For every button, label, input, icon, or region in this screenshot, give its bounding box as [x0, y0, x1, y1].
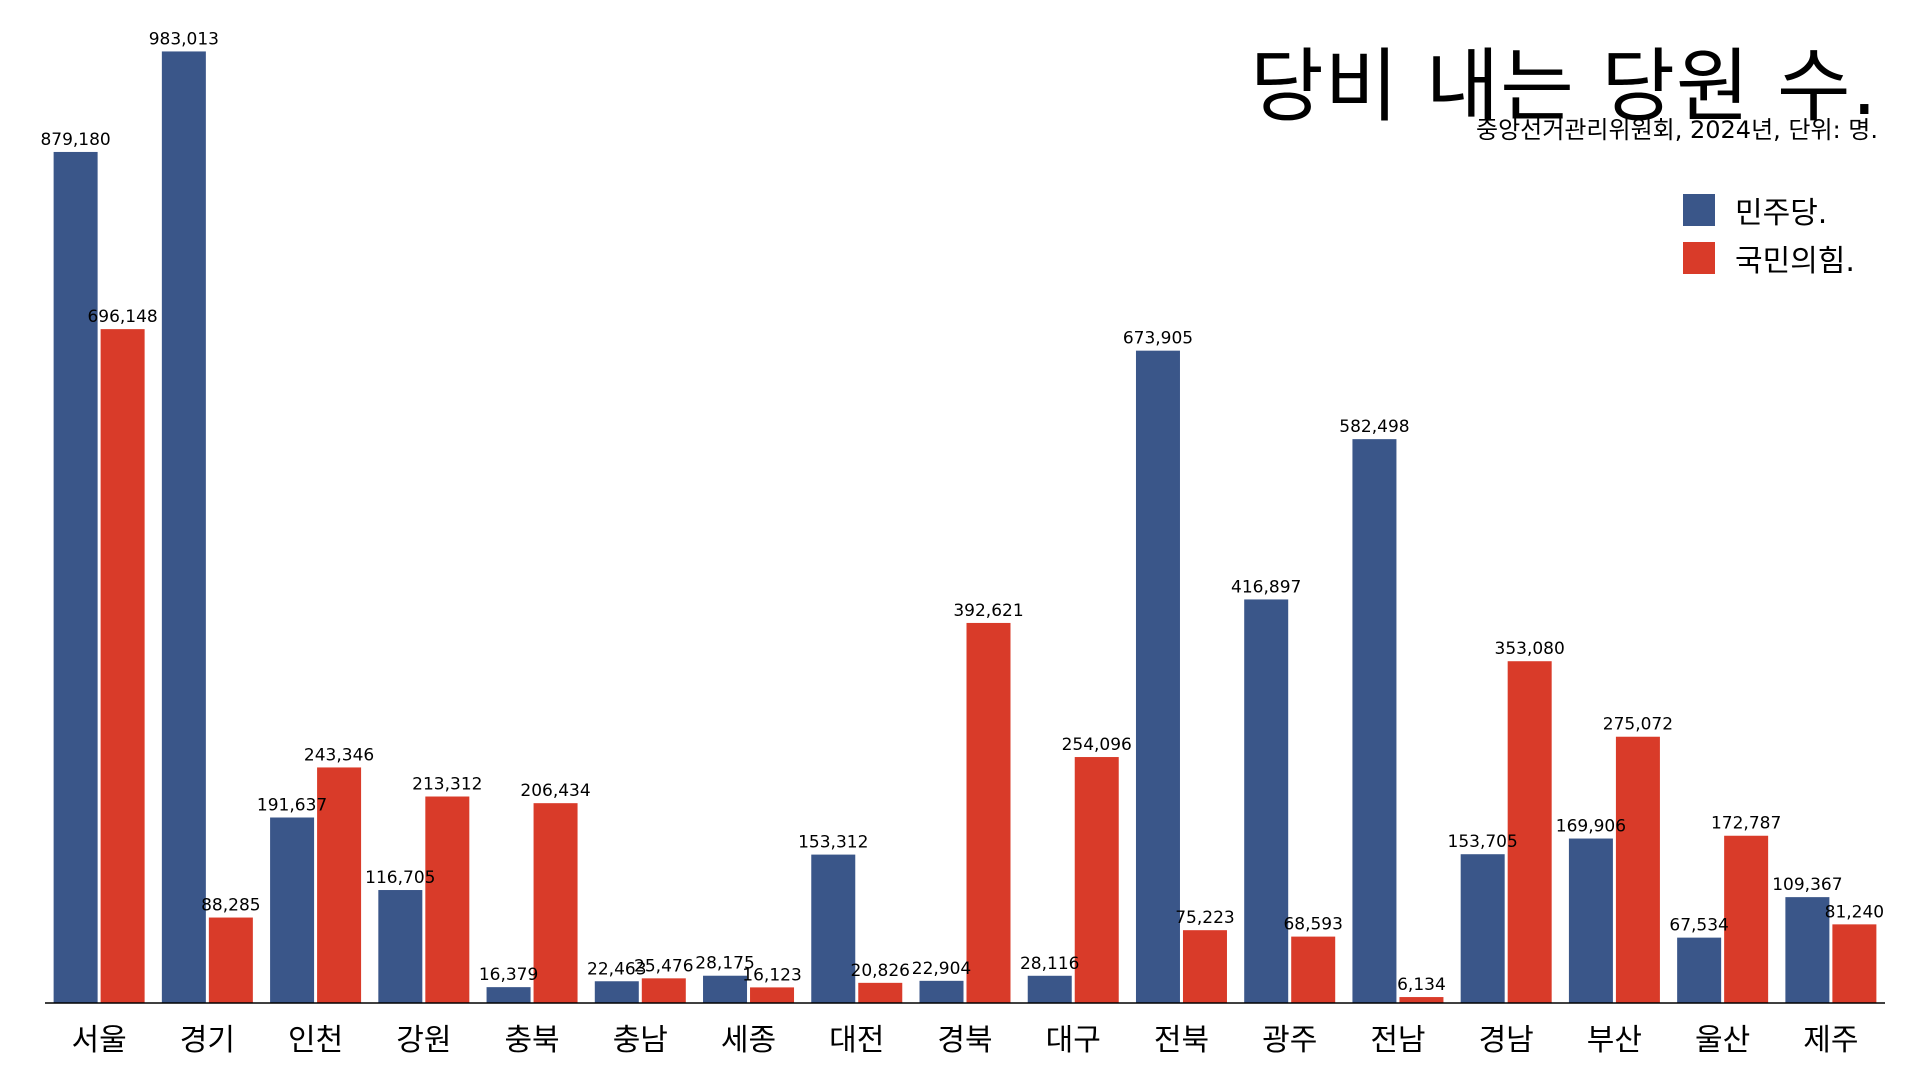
bar-minju-15	[1568, 838, 1613, 1003]
bar-ppp-15	[1615, 736, 1660, 1003]
bar-minju-16	[1677, 937, 1722, 1003]
legend-swatch-ppp	[1683, 242, 1715, 274]
bar-ppp-16	[1724, 835, 1769, 1003]
chart-subtitle: 중앙선거관리위원회, 2024년, 단위: 명.	[1476, 116, 1878, 144]
x-tick-label-7: 세종	[721, 1023, 776, 1058]
data-label-minju-16: 67,534	[1669, 916, 1728, 936]
bar-ppp-2	[208, 917, 253, 1003]
data-label-minju-6: 22,463	[587, 959, 646, 979]
bar-ppp-11	[1182, 930, 1227, 1003]
bar-minju-1	[53, 151, 98, 1004]
x-tick-label-10: 대구	[1046, 1023, 1101, 1058]
bar-ppp-17	[1832, 924, 1877, 1003]
bar-minju-13	[1352, 439, 1397, 1003]
bar-minju-4	[378, 890, 423, 1003]
bar-minju-6	[594, 981, 639, 1003]
data-label-minju-4: 116,705	[365, 868, 435, 888]
x-tick-label-14: 경남	[1479, 1023, 1534, 1058]
bar-ppp-8	[858, 982, 903, 1003]
x-tick-label-2: 경기	[180, 1023, 235, 1058]
chart-title: 당비 내는 당원 수.	[1250, 40, 1878, 133]
data-label-ppp-17: 81,240	[1825, 902, 1884, 922]
x-tick-label-15: 부산	[1587, 1023, 1642, 1058]
data-label-ppp-11: 75,223	[1175, 908, 1234, 928]
x-tick-label-5: 충북	[504, 1023, 559, 1058]
data-label-ppp-4: 213,312	[412, 775, 482, 795]
x-tick-label-13: 전남	[1370, 1023, 1425, 1058]
data-label-minju-5: 16,379	[479, 965, 538, 985]
bar-ppp-9	[966, 622, 1011, 1003]
data-label-ppp-7: 16,123	[742, 965, 801, 985]
data-label-minju-2: 983,013	[149, 29, 219, 49]
bar-minju-3	[270, 817, 315, 1003]
bar-minju-11	[1135, 350, 1180, 1003]
x-tick-label-8: 대전	[829, 1023, 884, 1058]
data-label-ppp-12: 68,593	[1283, 915, 1342, 935]
data-label-ppp-9: 392,621	[953, 601, 1023, 621]
data-label-minju-13: 582,498	[1339, 417, 1409, 437]
bar-minju-17	[1785, 897, 1830, 1003]
bar-ppp-12	[1291, 936, 1336, 1003]
data-label-minju-1: 879,180	[40, 130, 110, 150]
data-label-minju-17: 109,367	[1772, 875, 1842, 895]
bar-ppp-13	[1399, 997, 1444, 1003]
bar-ppp-3	[317, 767, 362, 1003]
bar-ppp-10	[1074, 757, 1119, 1003]
data-label-minju-9: 22,904	[912, 959, 971, 979]
bar-ppp-1	[100, 329, 145, 1003]
x-tick-label-1: 서울	[72, 1023, 127, 1058]
data-label-ppp-2: 88,285	[201, 896, 260, 916]
bar-minju-7	[703, 975, 748, 1003]
bar-ppp-4	[425, 796, 470, 1003]
data-label-minju-14: 153,705	[1448, 832, 1518, 852]
data-label-ppp-15: 275,072	[1603, 715, 1673, 735]
legend: 민주당. 국민의힘.	[1683, 186, 1855, 282]
bar-ppp-14	[1507, 661, 1552, 1003]
data-label-minju-8: 153,312	[798, 833, 868, 853]
data-label-ppp-8: 20,826	[851, 961, 910, 981]
x-tick-label-16: 울산	[1695, 1023, 1750, 1058]
data-label-ppp-10: 254,096	[1062, 735, 1132, 755]
x-tick-label-4: 강원	[396, 1023, 451, 1058]
bar-minju-14	[1460, 854, 1505, 1003]
bar-minju-12	[1244, 599, 1289, 1003]
x-tick-label-11: 전북	[1154, 1023, 1209, 1058]
legend-item-minju: 민주당.	[1683, 186, 1855, 234]
bar-ppp-6	[641, 978, 686, 1003]
x-tick-label-17: 제주	[1803, 1023, 1858, 1058]
bar-ppp-5	[533, 803, 578, 1003]
data-label-ppp-3: 243,346	[304, 745, 374, 765]
bar-minju-2	[161, 51, 206, 1003]
data-label-ppp-6: 25,476	[634, 956, 693, 976]
data-label-minju-7: 28,175	[695, 954, 754, 974]
bar-minju-8	[811, 854, 856, 1003]
data-label-ppp-14: 353,080	[1495, 639, 1565, 659]
data-label-minju-11: 673,905	[1123, 329, 1193, 349]
x-tick-label-12: 광주	[1262, 1023, 1317, 1058]
data-label-minju-10: 28,116	[1020, 954, 1079, 974]
legend-label-minju: 민주당.	[1735, 196, 1828, 231]
legend-label-ppp: 국민의힘.	[1735, 244, 1855, 279]
data-label-minju-12: 416,897	[1231, 577, 1301, 597]
bar-ppp-7	[750, 987, 795, 1003]
x-tick-label-9: 경북	[937, 1023, 992, 1058]
legend-item-ppp: 국민의힘.	[1683, 234, 1855, 282]
x-tick-label-6: 충남	[613, 1023, 668, 1058]
bar-minju-9	[919, 980, 964, 1003]
bar-minju-10	[1027, 975, 1072, 1003]
data-label-minju-3: 191,637	[257, 795, 327, 815]
data-label-ppp-5: 206,434	[520, 781, 590, 801]
data-label-ppp-13: 6,134	[1397, 975, 1446, 995]
x-tick-label-3: 인천	[288, 1023, 343, 1058]
data-label-ppp-1: 696,148	[87, 307, 157, 327]
data-label-ppp-16: 172,787	[1711, 814, 1781, 834]
legend-swatch-minju	[1683, 194, 1715, 226]
bar-minju-5	[486, 987, 531, 1003]
data-label-minju-15: 169,906	[1556, 817, 1626, 837]
